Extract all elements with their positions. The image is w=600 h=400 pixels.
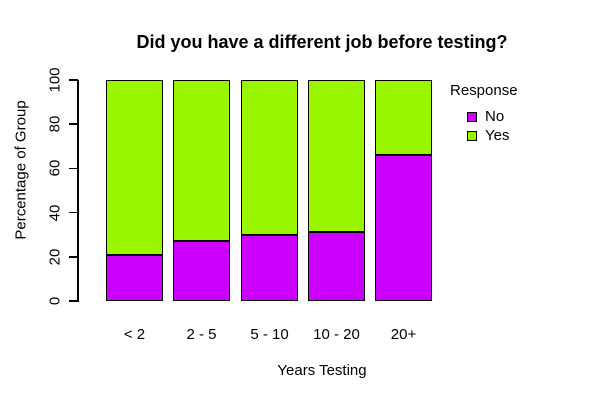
legend-label: Yes bbox=[485, 127, 510, 144]
y-tick-label: 40 bbox=[46, 204, 64, 221]
legend-swatch-no bbox=[467, 111, 477, 122]
legend-item-yes: Yes bbox=[467, 126, 518, 145]
y-tick-mark bbox=[69, 123, 78, 125]
y-tick-label: 60 bbox=[46, 160, 64, 177]
bar-segment-yes bbox=[375, 80, 432, 156]
bar-segment-no bbox=[375, 155, 432, 301]
x-tick-label: 5 - 10 bbox=[250, 326, 289, 343]
bar-2-5 bbox=[173, 80, 230, 301]
y-tick-mark bbox=[69, 211, 78, 214]
legend-label: No bbox=[485, 108, 505, 125]
y-tick-label: 20 bbox=[46, 248, 64, 266]
y-axis-label: Percentage of Group bbox=[12, 100, 30, 240]
legend-item-no: No bbox=[467, 107, 518, 126]
legend-swatch-yes bbox=[467, 130, 477, 141]
x-tick-label: 2 - 5 bbox=[186, 326, 217, 343]
legend-items: No Yes bbox=[450, 107, 518, 145]
bar-segment-no bbox=[241, 234, 298, 301]
x-tick-label: 20+ bbox=[390, 326, 417, 343]
y-tick-label: 80 bbox=[46, 115, 64, 133]
bar-segment-yes bbox=[241, 80, 298, 235]
bar-segment-no bbox=[308, 232, 365, 301]
bar-<2 bbox=[106, 80, 163, 301]
y-tick-mark bbox=[69, 79, 78, 81]
bar-10-20 bbox=[308, 80, 365, 301]
y-tick-mark bbox=[69, 256, 78, 258]
bar-segment-no bbox=[173, 241, 230, 301]
bar-5-10 bbox=[241, 80, 298, 301]
bar-20+ bbox=[375, 80, 432, 301]
y-tick-mark bbox=[69, 167, 78, 170]
bar-segment-yes bbox=[173, 80, 230, 242]
chart-title: Did you have a different job before test… bbox=[136, 32, 508, 52]
bar-segment-no bbox=[106, 254, 163, 301]
x-tick-label: 10 - 20 bbox=[313, 326, 360, 343]
y-tick-label: 100 bbox=[46, 67, 64, 93]
legend: Response No Yes bbox=[450, 82, 518, 145]
bar-segment-yes bbox=[308, 80, 365, 233]
bar-segment-yes bbox=[106, 80, 163, 255]
x-tick-label: < 2 bbox=[123, 326, 146, 343]
x-axis-label: Years Testing bbox=[277, 362, 367, 379]
legend-title: Response bbox=[450, 82, 518, 99]
y-tick-label: 0 bbox=[46, 296, 64, 306]
y-axis-line bbox=[77, 80, 79, 302]
y-tick-mark bbox=[69, 300, 78, 302]
